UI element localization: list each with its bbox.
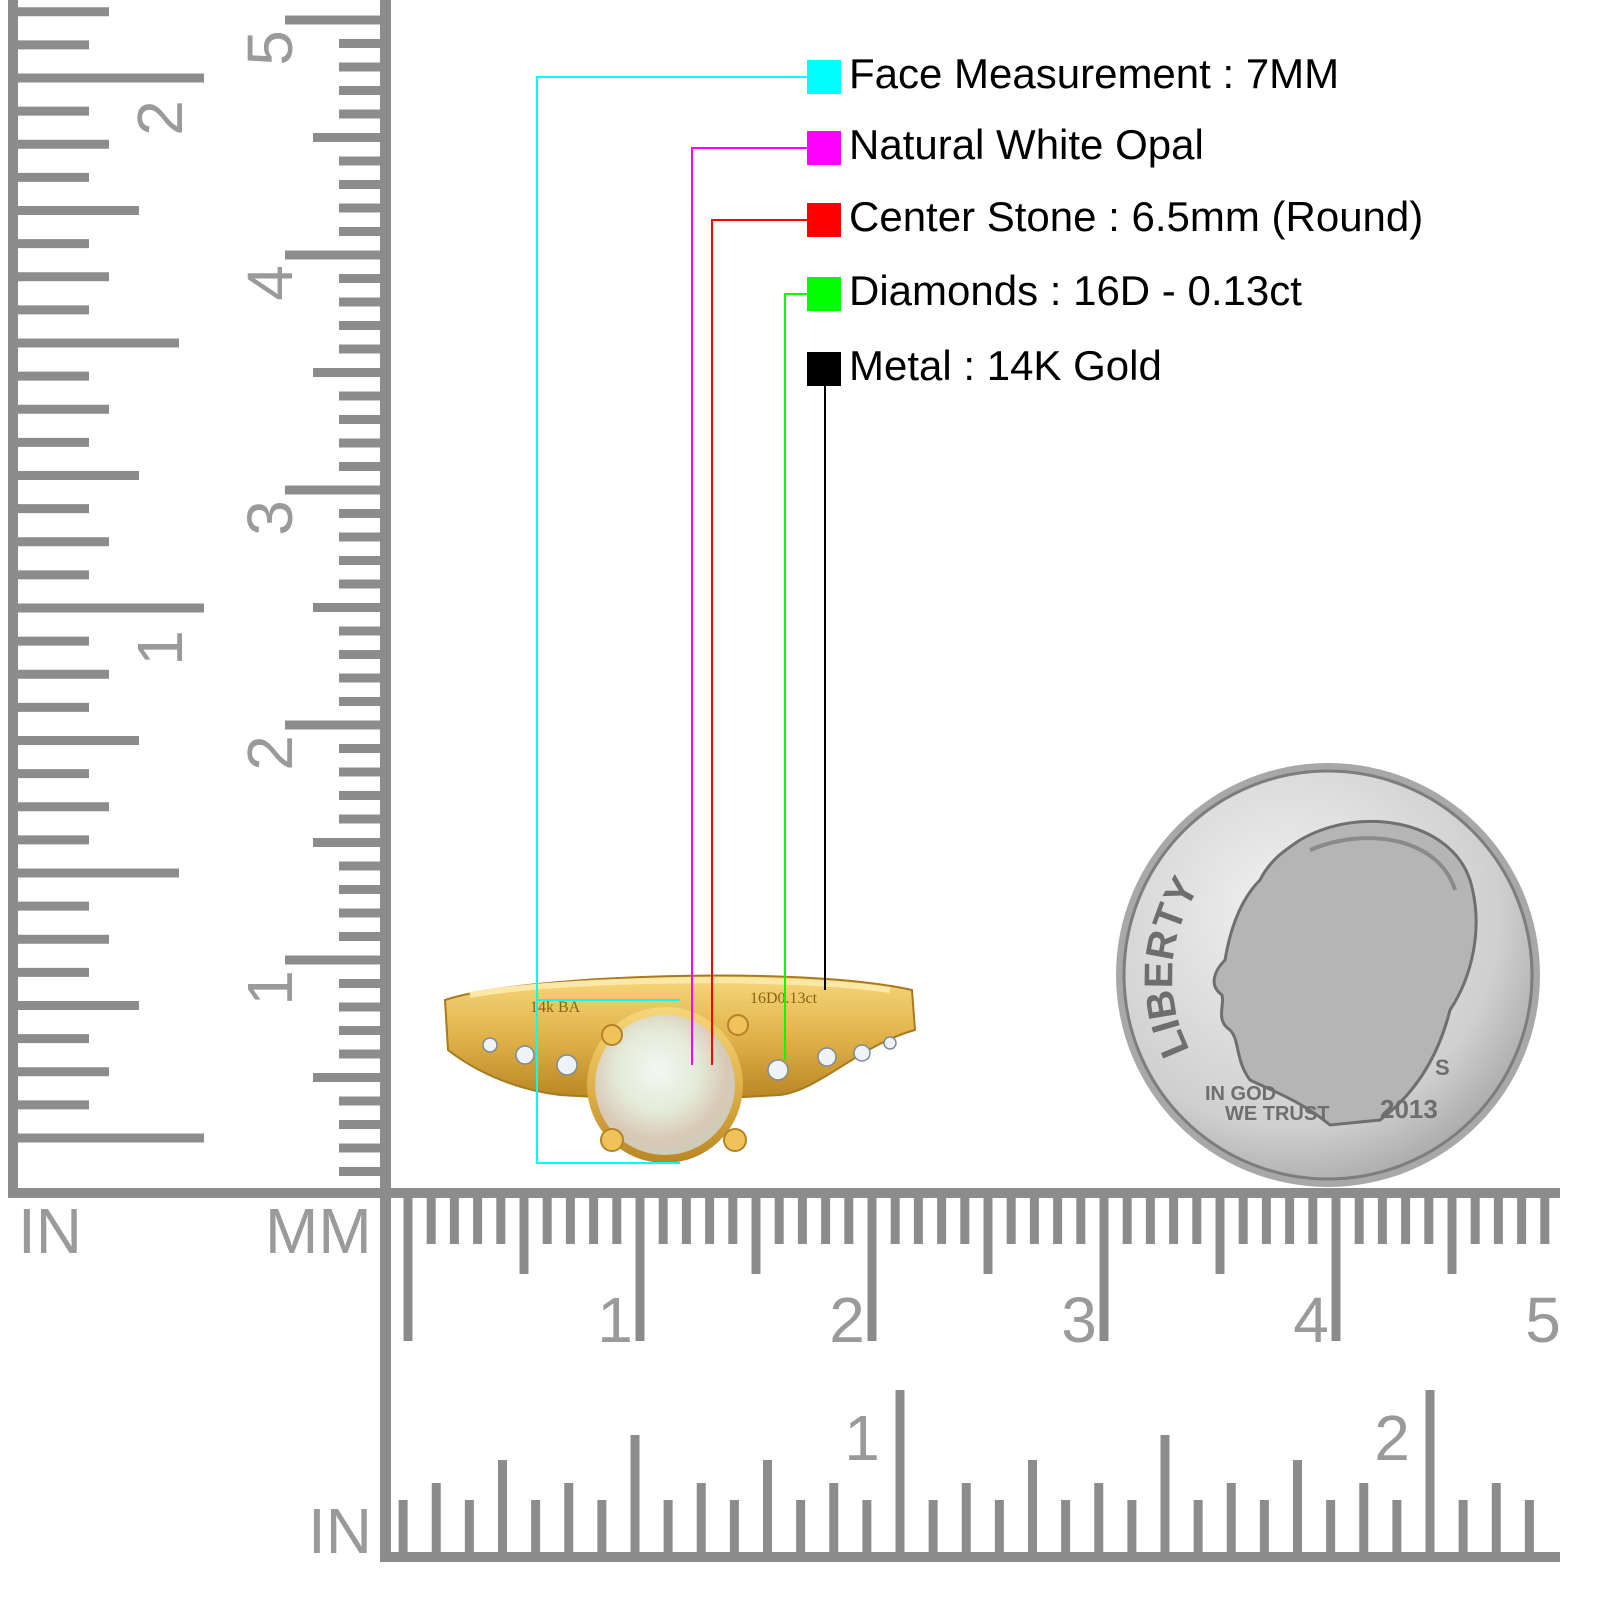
ruler-number: 2 <box>124 100 196 136</box>
coin-year: 2013 <box>1380 1094 1438 1124</box>
ruler-number: 2 <box>234 735 306 771</box>
ruler-number: 4 <box>234 265 306 301</box>
legend-swatch <box>807 60 841 94</box>
ring-engraving: 14k BA <box>530 999 581 1016</box>
ruler-ticks <box>14 7 1550 1555</box>
ruler-number: 1 <box>844 1402 880 1474</box>
ruler-number: 1 <box>234 970 306 1006</box>
ruler-unit-label: MM <box>265 1195 372 1267</box>
ring-engraving: 16D0.13ct <box>750 990 818 1007</box>
ruler-number: 3 <box>234 500 306 536</box>
ruler-unit-label: IN <box>18 1195 82 1267</box>
legend-swatch <box>807 277 841 311</box>
leader-line <box>691 147 807 1065</box>
ruler-number: 2 <box>1374 1402 1410 1474</box>
legend-label: Center Stone : 6.5mm (Round) <box>849 193 1423 240</box>
coin: LIBERTY IN GOD WE TRUST S 2013 <box>1116 763 1540 1187</box>
ruler-number: 5 <box>234 30 306 66</box>
legend-label: Metal : 14K Gold <box>849 342 1162 389</box>
coin-motto: WE TRUST <box>1225 1103 1329 1125</box>
legend-swatch <box>807 352 841 386</box>
legend-label: Diamonds : 16D - 0.13ct <box>849 267 1302 314</box>
legend-label: Face Measurement : 7MM <box>849 50 1339 97</box>
ruler-number: 5 <box>1525 1284 1561 1356</box>
ruler-number: 1 <box>597 1284 633 1356</box>
ruler-number: 4 <box>1293 1284 1329 1356</box>
leader-line <box>536 76 807 1164</box>
ruler-number: 2 <box>829 1284 865 1356</box>
legend-swatch <box>807 131 841 165</box>
legend-label: Natural White Opal <box>849 121 1204 168</box>
coin-mint-mark: S <box>1435 1055 1450 1080</box>
ruler-number: 1 <box>124 630 196 666</box>
leader-line <box>711 219 807 1065</box>
legend: Face Measurement : 7MM Natural White Opal… <box>536 50 1423 1164</box>
leader-line <box>784 293 807 1060</box>
ruler-frame <box>8 0 1560 1562</box>
legend-swatch <box>807 203 841 237</box>
coin-motto: IN GOD <box>1205 1083 1276 1105</box>
ring: 14k BA 16D0.13ct <box>443 974 917 1163</box>
ruler-unit-label: IN <box>308 1495 372 1567</box>
ruler-number: 3 <box>1061 1284 1097 1356</box>
